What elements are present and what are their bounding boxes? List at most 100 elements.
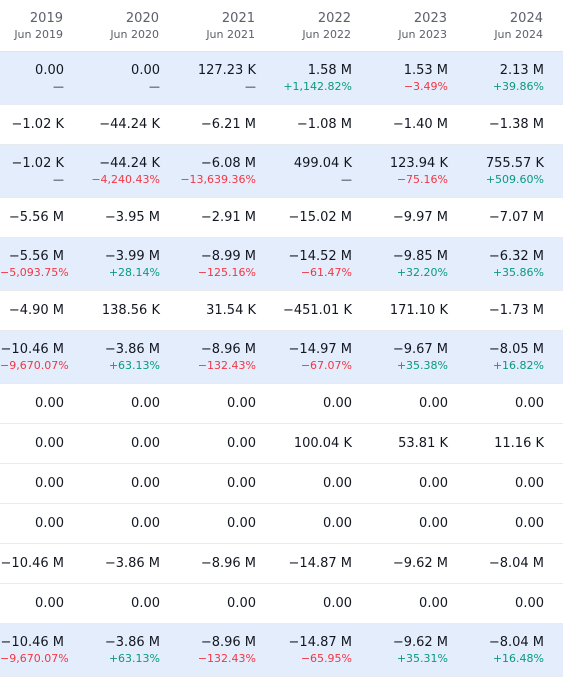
period-header[interactable]: 2019 Jun 2019: [0, 0, 83, 51]
cell-value: −1.40 M: [371, 117, 448, 133]
table-row[interactable]: 0.00 0.00 0.00 0.00 0.00 0.00: [0, 504, 563, 544]
table-cell: 0.00: [179, 504, 275, 543]
table-row[interactable]: −1.02 K −44.24 K −6.21 M −1.08 M −1.40 M −1.3…: [0, 105, 563, 145]
cell-value: 0.00: [83, 516, 160, 532]
table-cell: −14.87 M: [275, 544, 371, 583]
table-row[interactable]: −5.56 M −5,093.75% −3.99 M +28.14% −8.99 M −1…: [0, 238, 563, 291]
table-row[interactable]: 0.00 0.00 0.00 0.00 0.00 0.00: [0, 584, 563, 624]
table-row[interactable]: 0.00—0.00—127.23 K —1.58 M +1,142.82% 1.53 …: [0, 52, 563, 105]
table-row[interactable]: −1.02 K — −44.24 K −4,240.43% −6.08 M −13,639…: [0, 145, 563, 198]
table-cell: −10.46 M −9,670.07%: [0, 331, 83, 383]
cell-change: —: [179, 79, 256, 94]
cell-value: 0.00: [467, 396, 544, 412]
period-date: Jun 2021: [179, 27, 255, 42]
table-row[interactable]: 0.00 0.00 0.00 0.00 0.00 0.00: [0, 464, 563, 504]
table-cell: 100.04 K: [275, 424, 371, 463]
table-cell: −5.56 M −5,093.75%: [0, 238, 83, 290]
table-cell: −9.62 M: [371, 544, 467, 583]
table-cell: 0.00: [0, 504, 83, 543]
cell-value: 0.00: [371, 396, 448, 412]
table-row[interactable]: 0.00 0.00 0.00 0.00 0.00 0.00: [0, 384, 563, 424]
period-header[interactable]: 2020 Jun 2020: [83, 0, 179, 51]
period-header[interactable]: 2021 Jun 2021: [179, 0, 275, 51]
table-cell: −44.24 K −4,240.43%: [83, 145, 179, 197]
table-cell: 0.00: [371, 464, 467, 503]
cell-change: —: [275, 172, 352, 187]
table-cell: −9.97 M: [371, 198, 467, 237]
table-cell: 0.00: [179, 584, 275, 623]
cell-value: −44.24 K: [83, 117, 160, 133]
period-year: 2023: [371, 10, 447, 27]
cell-change: —: [83, 79, 160, 94]
cell-value: −3.86 M: [83, 635, 160, 651]
table-cell: 0.00: [275, 384, 371, 423]
cell-value: 123.94 K: [371, 156, 448, 172]
table-cell: −1.02 K —: [0, 145, 83, 197]
cell-value: −10.46 M: [0, 556, 64, 572]
period-header[interactable]: 2023 Jun 2023: [371, 0, 467, 51]
cell-change: −132.43%: [179, 651, 256, 666]
table-cell: −1.38 M: [467, 105, 563, 144]
period-header[interactable]: 2022 Jun 2022: [275, 0, 371, 51]
cell-value: 0.00: [467, 476, 544, 492]
cell-value: 0.00: [179, 476, 256, 492]
cell-value: −4.90 M: [0, 303, 64, 319]
cell-value: 0.00: [371, 596, 448, 612]
table-cell: 0.00: [0, 464, 83, 503]
period-year: 2021: [179, 10, 255, 27]
cell-value: 755.57 K: [467, 156, 544, 172]
cell-value: −14.97 M: [275, 342, 352, 358]
table-cell: 0.00: [179, 384, 275, 423]
table-cell: 0.00: [83, 464, 179, 503]
cell-value: 0.00: [83, 63, 160, 79]
table-row[interactable]: −4.90 M 138.56 K 31.54 K −451.01 K 171.10 K −…: [0, 291, 563, 331]
table-cell: −10.46 M −9,670.07%: [0, 624, 83, 676]
cell-value: −8.05 M: [467, 342, 544, 358]
table-cell: 499.04 K —: [275, 145, 371, 197]
table-row[interactable]: 0.00 0.00 0.00 100.04 K 53.81 K 11.16 K: [0, 424, 563, 464]
table-cell: 11.16 K: [467, 424, 563, 463]
table-cell: 123.94 K −75.16%: [371, 145, 467, 197]
period-header[interactable]: 2024 Jun 2024: [467, 0, 563, 51]
cell-change: +16.48%: [467, 651, 544, 666]
table-cell: −2.91 M: [179, 198, 275, 237]
cell-value: 0.00: [0, 63, 64, 79]
table-row[interactable]: −10.46 M −9,670.07% −3.86 M +63.13% −8.96 M −…: [0, 331, 563, 384]
cell-value: 0.00: [0, 596, 64, 612]
cell-change: −75.16%: [371, 172, 448, 187]
table-cell: 0.00: [83, 424, 179, 463]
table-cell: −3.86 M +63.13%: [83, 331, 179, 383]
table-row[interactable]: −5.56 M −3.95 M −2.91 M −15.02 M −9.97 M −7.0…: [0, 198, 563, 238]
cell-value: 499.04 K: [275, 156, 352, 172]
cell-value: 0.00: [179, 596, 256, 612]
cell-value: −3.86 M: [83, 556, 160, 572]
table-row[interactable]: −10.46 M −9,670.07% −3.86 M +63.13% −8.96 M −…: [0, 624, 563, 677]
cell-value: 2.13 M: [467, 63, 544, 79]
cell-change: +35.31%: [371, 651, 448, 666]
cell-change: +1,142.82%: [275, 79, 352, 94]
cell-value: −9.85 M: [371, 249, 448, 265]
table-cell: 0.00: [371, 504, 467, 543]
cell-value: 0.00: [275, 596, 352, 612]
table-cell: −14.97 M −67.07%: [275, 331, 371, 383]
table-cell: 0.00: [467, 504, 563, 543]
table-cell: 0.00—: [0, 52, 83, 104]
table-cell: 0.00: [275, 504, 371, 543]
cell-value: 0.00: [275, 516, 352, 532]
cell-change: −132.43%: [179, 358, 256, 373]
cell-value: 171.10 K: [371, 303, 448, 319]
cell-value: 0.00: [0, 396, 64, 412]
cell-change: +63.13%: [83, 358, 160, 373]
cell-value: 100.04 K: [275, 436, 352, 452]
cell-change: −5,093.75%: [0, 265, 64, 280]
table-row[interactable]: −10.46 M −3.86 M −8.96 M −14.87 M −9.62 M −8.…: [0, 544, 563, 584]
table-cell: 0.00: [179, 424, 275, 463]
table-cell: 755.57 K +509.60%: [467, 145, 563, 197]
cell-value: −9.62 M: [371, 556, 448, 572]
table-cell: −8.96 M: [179, 544, 275, 583]
cell-change: −67.07%: [275, 358, 352, 373]
table-cell: −6.21 M: [179, 105, 275, 144]
cell-value: 0.00: [467, 516, 544, 532]
cell-value: −6.32 M: [467, 249, 544, 265]
period-date: Jun 2019: [0, 27, 63, 42]
